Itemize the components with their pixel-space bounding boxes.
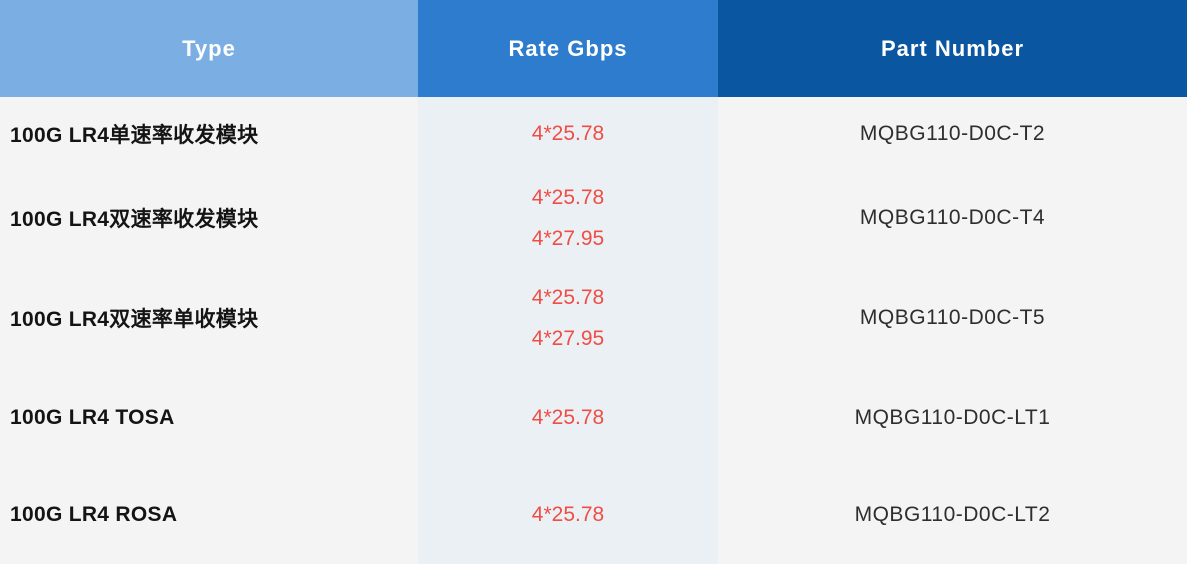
rate-value: 4*25.78 (531, 185, 605, 209)
rate-cell-row3: 4*25.78 4*27.95 (418, 265, 718, 370)
rate-value: 4*25.78 (531, 503, 605, 526)
rate-value: 4*27.95 (531, 226, 605, 250)
rate-value: 4*25.78 (531, 406, 605, 429)
part-number-cell-row4: MQBG110-D0C-LT1 (718, 370, 1187, 465)
type-cell-row2: 100G LR4双速率收发模块 (0, 170, 418, 265)
type-cell-row4: 100G LR4 TOSA (0, 370, 418, 465)
column-header-rate-gbps: Rate Gbps (418, 0, 718, 97)
type-cell-row3: 100G LR4双速率单收模块 (0, 265, 418, 370)
type-cell-row1: 100G LR4单速率收发模块 (0, 97, 418, 170)
column-header-type: Type (0, 0, 418, 97)
part-number-cell-row5: MQBG110-D0C-LT2 (718, 465, 1187, 564)
part-number-cell-row2: MQBG110-D0C-T4 (718, 170, 1187, 265)
rate-cell-row1: 4*25.78 (418, 97, 718, 170)
type-cell-row5: 100G LR4 ROSA (0, 465, 418, 564)
column-header-part-number: Part Number (718, 0, 1187, 97)
rate-cell-row2: 4*25.78 4*27.95 (418, 170, 718, 265)
part-number-cell-row1: MQBG110-D0C-T2 (718, 97, 1187, 170)
rate-cell-row4: 4*25.78 (418, 370, 718, 465)
rate-value: 4*25.78 (531, 285, 605, 309)
rate-value: 4*25.78 (531, 122, 605, 145)
rate-value: 4*27.95 (531, 326, 605, 350)
rate-cell-row5: 4*25.78 (418, 465, 718, 564)
part-number-cell-row3: MQBG110-D0C-T5 (718, 265, 1187, 370)
